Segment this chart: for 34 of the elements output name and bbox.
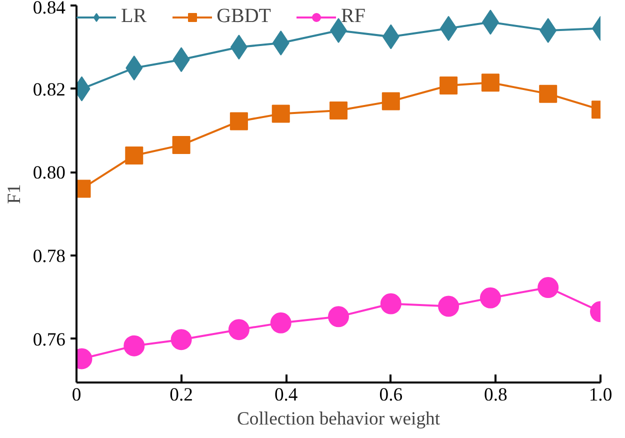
- point: [480, 287, 501, 308]
- legend-label: GBDT: [216, 5, 272, 28]
- point: [270, 312, 292, 334]
- x-tick-label: 0.8: [484, 384, 508, 406]
- point: [170, 329, 192, 350]
- point: [330, 101, 348, 120]
- point: [539, 84, 558, 103]
- point: [481, 74, 500, 92]
- point: [438, 296, 460, 317]
- legend-label: RF: [341, 5, 366, 28]
- y-tick-label: 0.78: [32, 246, 66, 267]
- y-tick-label: 0.84: [32, 0, 66, 18]
- point: [272, 104, 290, 123]
- point: [382, 92, 400, 110]
- point: [328, 306, 349, 328]
- y-tick-label: 0.82: [32, 79, 66, 100]
- x-tick-label: 0.6: [379, 384, 403, 406]
- x-tick-label: 0.4: [274, 384, 298, 406]
- point: [538, 277, 559, 298]
- legend-label: LR: [121, 5, 147, 28]
- y-tick-label: 0.80: [32, 162, 66, 184]
- point: [172, 136, 190, 154]
- x-tick-label: 0.2: [170, 384, 193, 406]
- y-tick-label: 0.76: [32, 329, 66, 350]
- point: [125, 146, 144, 164]
- y-axis-title: F1: [4, 184, 25, 204]
- point: [228, 319, 250, 340]
- point: [380, 293, 402, 314]
- point: [440, 76, 458, 94]
- x-axis-title: Collection behavior weight: [236, 408, 441, 430]
- point: [124, 335, 145, 356]
- point: [230, 112, 248, 130]
- x-tick-label: 1.0: [588, 384, 612, 406]
- x-tick-label: 0: [72, 384, 82, 406]
